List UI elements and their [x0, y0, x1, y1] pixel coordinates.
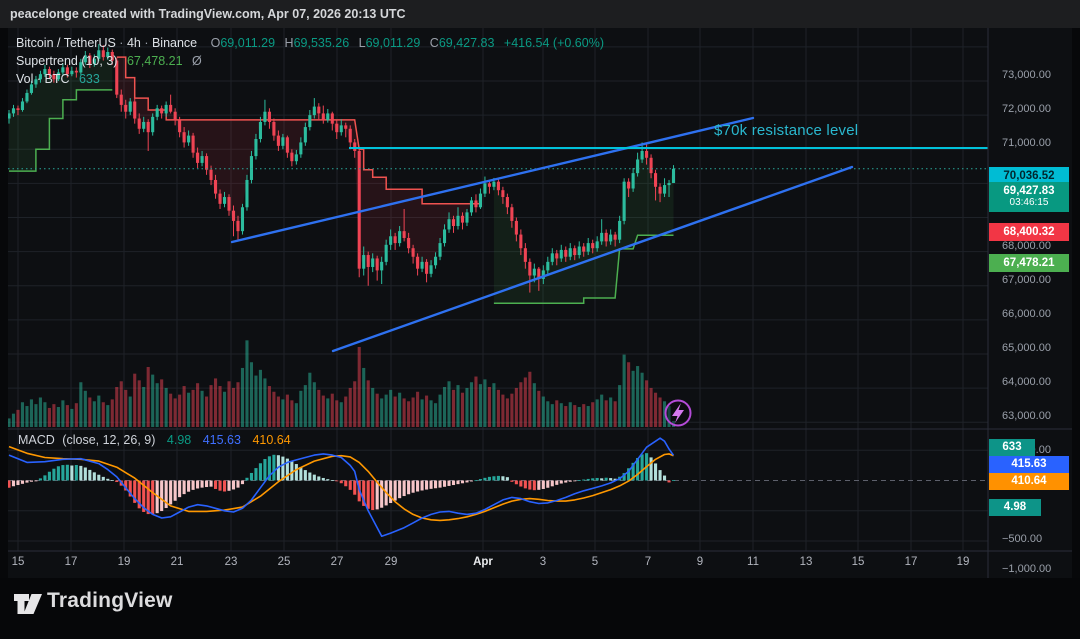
time-axis-label: 19 [956, 556, 970, 568]
macd-legend-row[interactable]: MACD (close, 12, 26, 9) 4.98 415.63 410.… [18, 433, 291, 447]
time-axis-label: Apr [473, 556, 493, 568]
time-axis-label: 11 [747, 556, 759, 568]
price-axis-label: 67,000.00 [1002, 273, 1051, 286]
time-axis-label: 23 [224, 556, 238, 568]
open-label: O [210, 36, 221, 50]
time-axis-label: 29 [384, 556, 398, 568]
price-axis-label: 68,000.00 [1002, 239, 1051, 252]
macd-name: MACD [18, 433, 55, 447]
macd-signal-value: 410.64 [252, 433, 291, 447]
time-axis-label: 13 [799, 556, 813, 568]
time-axis-label: 21 [170, 556, 184, 568]
low-label: L [358, 36, 366, 50]
price-axis-label: 66,000.00 [1002, 307, 1051, 320]
price-axis-label: 63,000.00 [1002, 410, 1051, 423]
interval: 4h [126, 36, 141, 50]
volume-value: 633 [78, 72, 100, 86]
macd-axis-label: −1,000.00 [1002, 563, 1052, 575]
time-axis-label: 19 [117, 556, 131, 568]
macd-params: (close, 12, 26, 9) [62, 433, 156, 447]
footer-bar: TradingView [0, 578, 1080, 639]
chart-area[interactable]: Bitcoin / TetherUS · 4h · Binance O69,01… [0, 28, 1080, 578]
attribution-bar: peacelonge created with TradingView.com,… [0, 0, 1080, 28]
price-axis-label: 64,000.00 [1002, 376, 1051, 388]
macd-value-badge: 415.63 [989, 455, 1069, 473]
boost-lightning-button[interactable] [664, 399, 692, 427]
time-axis-label: 17 [904, 556, 918, 568]
hline-price-badge: 70,036.52 [989, 167, 1069, 185]
time-axis-label: 25 [277, 556, 291, 568]
time-axis-label: 3 [539, 556, 547, 568]
close-label: C [429, 36, 439, 50]
exchange: Binance [151, 36, 198, 50]
symbol-name: Bitcoin / TetherUS [16, 36, 116, 50]
macd-line-value: 415.63 [202, 433, 241, 447]
symbol-legend-row[interactable]: Bitcoin / TetherUS · 4h · Binance O69,01… [16, 36, 604, 50]
macd-axis-label: −500.00 [1002, 532, 1043, 545]
symbol-legend[interactable]: Bitcoin / TetherUS · 4h · Binance O69,01… [16, 34, 604, 88]
last-price-badge: 69,427.83 03:46:15 [989, 181, 1069, 212]
time-axis-label: 7 [644, 556, 652, 568]
time-axis-label: 15 [11, 556, 25, 568]
supertrend-value: 67,478.21 [126, 54, 183, 68]
macd-hist-value: 4.98 [166, 433, 192, 447]
supertrend-upper-badge: 68,400.32 [989, 222, 1069, 241]
supertrend-lower-badge: 67,478.21 [989, 254, 1069, 273]
volume-badge: 633 [989, 438, 1035, 456]
change-value: +416.54 (+0.60%) [503, 36, 604, 50]
close-value: 69,427.83 [438, 36, 495, 50]
candlestick-chart[interactable] [0, 28, 1080, 578]
volume-name: Vol · BTC [16, 72, 70, 86]
price-axis-label: 72,000.00 [1002, 103, 1051, 115]
time-axis-label: 9 [696, 556, 704, 568]
supertrend-legend-row[interactable]: Supertrend (10, 3) 67,478.21 Ø [16, 52, 604, 70]
time-axis-label: 15 [851, 556, 865, 568]
time-axis-label: 17 [64, 556, 78, 568]
tradingview-logo-text[interactable]: TradingView [47, 589, 173, 612]
supertrend-name: Supertrend (10, 3) [16, 54, 118, 68]
time-axis-label: 27 [330, 556, 344, 568]
resistance-annotation[interactable]: $70k resistance level [714, 122, 859, 139]
high-value: 69,535.26 [293, 36, 350, 50]
low-value: 69,011.29 [365, 36, 421, 50]
supertrend-suffix: Ø [192, 54, 202, 68]
volume-legend-row[interactable]: Vol · BTC 633 [16, 70, 604, 88]
price-axis-label: 73,000.00 [1002, 68, 1051, 81]
time-axis-label: 5 [591, 556, 599, 568]
price-axis-label: 65,000.00 [1002, 341, 1051, 354]
signal-value-badge: 410.64 [989, 472, 1069, 490]
tradingview-logo-icon[interactable] [13, 591, 43, 617]
price-axis-label: 71,000.00 [1002, 137, 1051, 150]
high-label: H [284, 36, 294, 50]
hist-value-badge: 4.98 [989, 498, 1041, 516]
open-value: 69,011.29 [220, 36, 276, 50]
